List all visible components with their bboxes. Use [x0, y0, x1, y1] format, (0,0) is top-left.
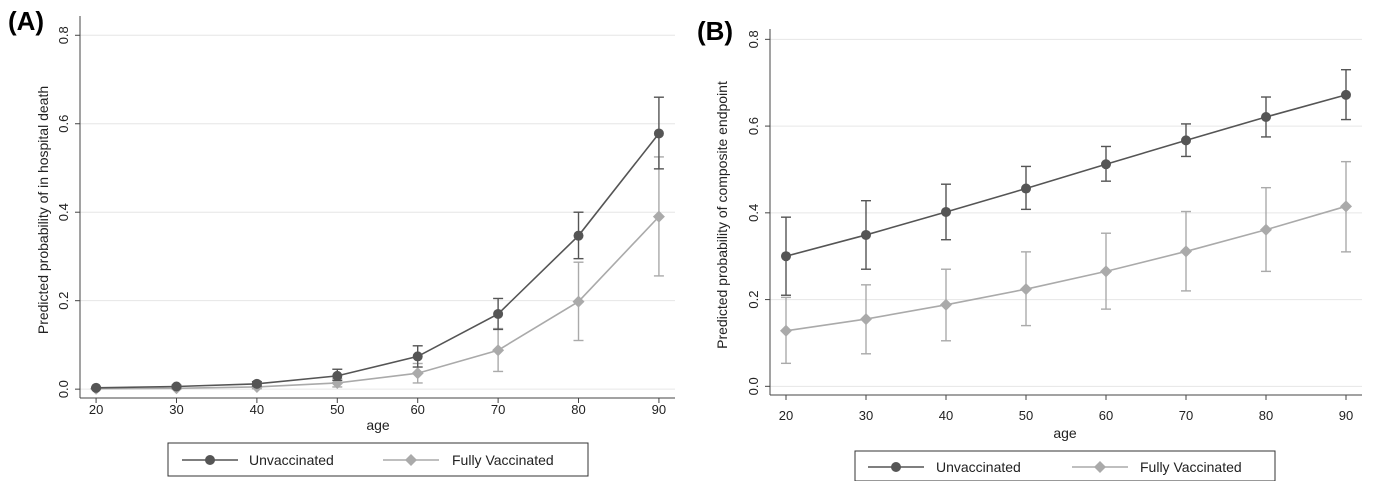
- panel-a-point-fully-vaccinated: [652, 210, 665, 223]
- panel-a-line-fully-vaccinated: [96, 216, 660, 390]
- panel-a-y-tick-labels: 0.0 0.2 0.4 0.6 0.8: [56, 26, 71, 398]
- panel-a-x-tick-label: 80: [571, 402, 585, 417]
- panel-b-point-unvaccinated: [1021, 183, 1031, 194]
- panel-b-line-fully-vaccinated: [785, 205, 1347, 332]
- panel-a-x-tick-label: 60: [410, 402, 424, 417]
- panel-b-series-unvaccinated: [781, 68, 1351, 296]
- panel-a-y-tick-label: 0.6: [56, 115, 71, 133]
- panel-a-point-unvaccinated: [493, 308, 504, 319]
- panel-a-x-tick-label: 40: [250, 402, 264, 417]
- panel-a-y-tick-label: 0.0: [56, 380, 71, 398]
- panel-a-x-tick-labels: 20 30 40 50 60 70 80 90: [89, 402, 666, 417]
- panel-b-y-tick-label: 0.6: [746, 117, 761, 135]
- panel-b-legend-label-fully-vaccinated: Fully Vaccinated: [1140, 459, 1242, 475]
- panel-a-legend-label-fully-vaccinated: Fully Vaccinated: [452, 452, 554, 468]
- panel-b-legend-box: [854, 450, 1276, 481]
- panel-a-point-unvaccinated: [653, 128, 664, 139]
- panel-b-legend-marker-unvaccinated: [891, 462, 901, 472]
- panel-b-point-unvaccinated: [781, 251, 791, 262]
- panel-b-legend: Unvaccinated Fully Vaccinated: [854, 450, 1276, 481]
- panel-a-x-tick-label: 20: [89, 402, 103, 417]
- panel-b-point-fully-vaccinated: [780, 324, 792, 337]
- panel-a-axes: [75, 16, 675, 403]
- panel-b-x-axis-title: age: [1053, 425, 1077, 441]
- panel-a-point-unvaccinated: [332, 370, 343, 381]
- panel-a-gridlines: [80, 34, 675, 390]
- panel-b-point-unvaccinated: [1341, 89, 1351, 100]
- panel-a-series: [90, 96, 665, 395]
- panel-b-tag: (B): [697, 16, 733, 46]
- panel-a-point-fully-vaccinated: [572, 295, 585, 308]
- panel-b-y-tick-labels: 0.0 0.2 0.4 0.6 0.8: [746, 30, 761, 395]
- panel-b-series-fully-vaccinated: [780, 160, 1352, 365]
- panel-b: (B) 0.0 0.2 0.4 0.6 0.8 20 30 40 50 60 70 80 90 age…: [697, 16, 1362, 481]
- panel-a-point-unvaccinated: [573, 230, 584, 241]
- panel-a-x-tick-label: 50: [330, 402, 344, 417]
- panel-b-gridlines: [770, 38, 1362, 387]
- panel-b-point-fully-vaccinated: [1100, 265, 1112, 278]
- panel-b-point-fully-vaccinated: [1180, 245, 1192, 258]
- panel-a-legend-label-unvaccinated: Unvaccinated: [249, 452, 334, 468]
- panel-a-x-axis-title: age: [366, 417, 390, 433]
- panel-b-x-tick-label: 30: [859, 408, 873, 423]
- panel-b-point-fully-vaccinated: [860, 313, 872, 326]
- panel-b-series: [780, 68, 1352, 365]
- panel-b-y-tick-label: 0.0: [746, 377, 761, 395]
- panel-a-y-tick-label: 0.8: [56, 26, 71, 44]
- panel-a-legend-marker-unvaccinated: [205, 455, 215, 465]
- panel-b-y-tick-label: 0.8: [746, 30, 761, 48]
- panel-b-point-fully-vaccinated: [1020, 283, 1032, 296]
- panel-b-y-tick-label: 0.4: [746, 204, 761, 222]
- panel-a-y-axis-title: Predicted probability of in hospital dea…: [35, 86, 51, 334]
- panel-b-y-axis-title: Predicted probability of composite endpo…: [714, 81, 730, 349]
- panel-a-y-tick-label: 0.2: [56, 292, 71, 310]
- panel-b-x-tick-label: 80: [1259, 408, 1273, 423]
- panel-b-point-unvaccinated: [1181, 135, 1191, 146]
- panel-b-point-fully-vaccinated: [1260, 223, 1272, 236]
- panel-b-point-unvaccinated: [1101, 159, 1111, 170]
- panel-b-x-tick-label: 40: [939, 408, 953, 423]
- panel-a-x-tick-label: 90: [652, 402, 666, 417]
- panel-a-point-fully-vaccinated: [492, 344, 505, 357]
- panel-b-point-unvaccinated: [861, 229, 871, 240]
- panel-b-x-tick-label: 70: [1179, 408, 1193, 423]
- panel-b-x-tick-label: 20: [779, 408, 793, 423]
- panel-a: (A) 0.0 0.2 0.4 0.6 0.8 20 30 40 50 60 70 80 90 age…: [8, 6, 675, 477]
- panel-a-series-unvaccinated: [91, 96, 664, 393]
- panel-b-axes: [765, 29, 1362, 400]
- panel-a-legend: Unvaccinated Fully Vaccinated: [167, 442, 589, 477]
- panel-a-point-unvaccinated: [251, 378, 262, 389]
- panel-a-point-unvaccinated: [412, 351, 423, 362]
- panel-b-x-tick-label: 90: [1339, 408, 1353, 423]
- panel-b-line-unvaccinated: [785, 94, 1347, 257]
- panel-b-legend-label-unvaccinated: Unvaccinated: [936, 459, 1021, 475]
- panel-a-legend-marker-fully-vaccinated: [405, 454, 417, 466]
- panel-a-x-tick-label: 30: [169, 402, 183, 417]
- panel-b-point-fully-vaccinated: [1340, 200, 1352, 213]
- panel-a-point-unvaccinated: [91, 382, 102, 393]
- panel-b-y-tick-label: 0.2: [746, 291, 761, 309]
- panel-a-x-tick-label: 70: [491, 402, 505, 417]
- panel-a-series-fully-vaccinated: [90, 156, 665, 395]
- panel-b-point-fully-vaccinated: [940, 298, 952, 311]
- panel-b-legend-marker-fully-vaccinated: [1094, 461, 1106, 473]
- panel-a-y-tick-label: 0.4: [56, 203, 71, 221]
- panel-b-x-tick-label: 50: [1019, 408, 1033, 423]
- panel-b-x-tick-labels: 20 30 40 50 60 70 80 90: [779, 408, 1353, 423]
- panel-a-line-unvaccinated: [96, 132, 660, 389]
- panel-a-tag: (A): [8, 6, 44, 36]
- panel-a-point-unvaccinated: [171, 381, 182, 392]
- panel-a-point-fully-vaccinated: [411, 367, 424, 380]
- panel-b-point-unvaccinated: [941, 206, 951, 217]
- panel-b-point-unvaccinated: [1261, 111, 1271, 122]
- panel-b-x-tick-label: 60: [1099, 408, 1113, 423]
